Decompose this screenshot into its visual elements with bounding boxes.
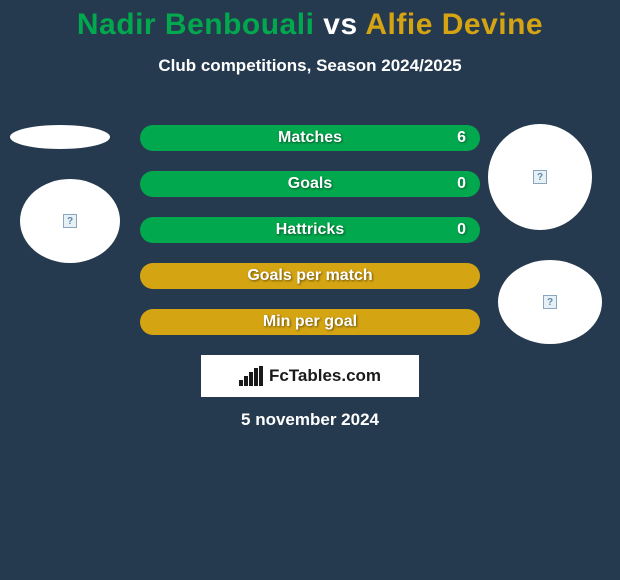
stat-bar-value: 6 [457,129,466,147]
stat-bar: Hattricks 0 [140,217,480,243]
stat-bar: Matches 6 [140,125,480,151]
comparison-title: Nadir Benbouali vs Alfie Devine [0,0,620,42]
placeholder-image-icon: ? [63,214,77,228]
player2-name: Alfie Devine [365,8,543,41]
placeholder-image-icon: ? [533,170,547,184]
stat-bar-label: Goals per match [247,267,372,285]
fctables-logo: FcTables.com [201,355,419,397]
logo-text: FcTables.com [269,366,381,386]
stat-bar-value: 0 [457,175,466,193]
subtitle: Club competitions, Season 2024/2025 [0,56,620,76]
stat-bar: Min per goal [140,309,480,335]
date-text: 5 november 2024 [0,410,620,430]
left-circle: ? [20,179,120,263]
signal-bars-icon [239,366,265,386]
stat-bar-label: Hattricks [276,221,344,239]
stat-bar-label: Min per goal [263,313,357,331]
left-ellipse-top [10,125,110,149]
title-vs: vs [323,8,357,41]
stat-bar-value: 0 [457,221,466,239]
stat-bar-label: Matches [278,129,342,147]
stat-bar-label: Goals [288,175,332,193]
stat-bar: Goals 0 [140,171,480,197]
placeholder-image-icon: ? [543,295,557,309]
right-circle-bottom: ? [498,260,602,344]
stat-bars: Matches 6 Goals 0 Hattricks 0 Goals per match M… [140,125,480,355]
player1-name: Nadir Benbouali [77,8,315,41]
stat-bar: Goals per match [140,263,480,289]
right-circle-top: ? [488,124,592,230]
